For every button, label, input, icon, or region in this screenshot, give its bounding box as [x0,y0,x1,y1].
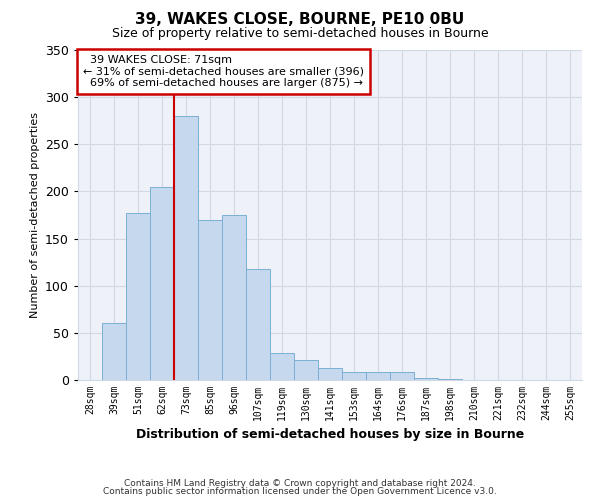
Bar [390,372,414,380]
X-axis label: Distribution of semi-detached houses by size in Bourne: Distribution of semi-detached houses by … [136,428,524,442]
Bar [126,213,150,380]
Text: Contains HM Land Registry data © Crown copyright and database right 2024.: Contains HM Land Registry data © Crown c… [124,478,476,488]
Bar [102,324,126,380]
Text: 39, WAKES CLOSE, BOURNE, PE10 0BU: 39, WAKES CLOSE, BOURNE, PE10 0BU [136,12,464,28]
Bar [342,372,366,380]
Text: Size of property relative to semi-detached houses in Bourne: Size of property relative to semi-detach… [112,28,488,40]
Bar [294,360,318,380]
Bar [198,220,222,380]
Bar [150,186,174,380]
Bar [246,268,270,380]
Bar [270,352,294,380]
Text: Contains public sector information licensed under the Open Government Licence v3: Contains public sector information licen… [103,487,497,496]
Text: 39 WAKES CLOSE: 71sqm
← 31% of semi-detached houses are smaller (396)
  69% of s: 39 WAKES CLOSE: 71sqm ← 31% of semi-deta… [83,55,364,88]
Bar [222,215,246,380]
Y-axis label: Number of semi-detached properties: Number of semi-detached properties [29,112,40,318]
Bar [318,368,342,380]
Bar [414,378,438,380]
Bar [174,116,198,380]
Bar [366,372,390,380]
Bar [438,379,462,380]
